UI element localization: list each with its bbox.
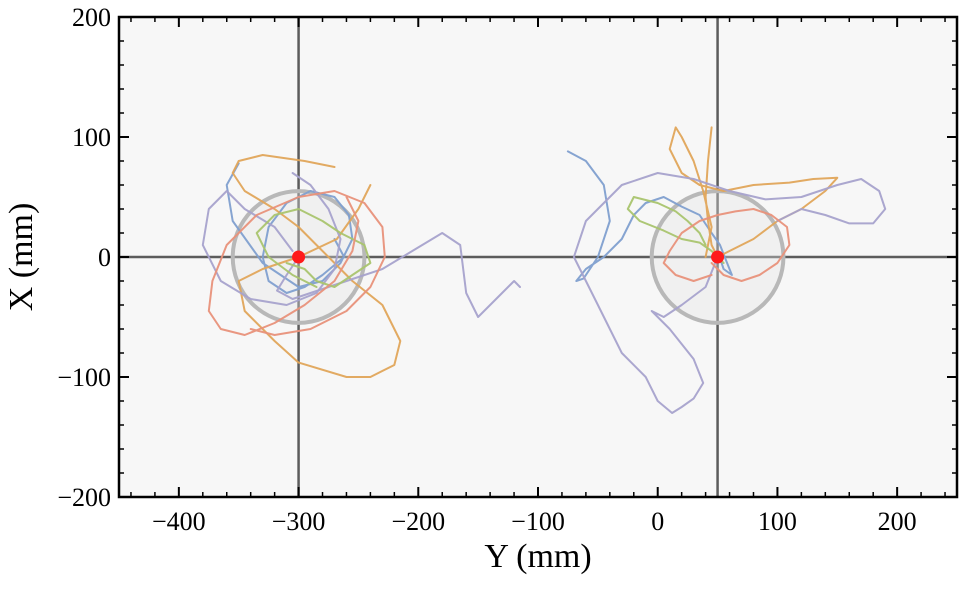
trajectory-purple xyxy=(201,172,342,306)
target-left-center-dot xyxy=(292,250,306,264)
trajectory-orange xyxy=(668,126,839,258)
trajectory-green xyxy=(255,208,372,288)
trajectory-purple xyxy=(276,232,521,318)
y-tick-label: 100 xyxy=(72,123,111,152)
trajectory-orange xyxy=(231,154,402,378)
y-axis-label: X (mm) xyxy=(3,203,40,312)
x-tick-label: 200 xyxy=(878,507,917,536)
y-tick-label: 0 xyxy=(98,243,111,272)
trajectory-red xyxy=(207,190,386,336)
y-tick-label: −200 xyxy=(57,483,111,512)
trajectory-green xyxy=(626,196,725,264)
x-tick-label: 100 xyxy=(758,507,797,536)
x-tick-label: −300 xyxy=(272,507,326,536)
x-tick-label: −200 xyxy=(391,507,445,536)
y-tick-label: 200 xyxy=(72,3,111,32)
target-right-center-dot xyxy=(711,250,725,264)
x-axis-label: Y (mm) xyxy=(484,538,591,575)
x-tick-label: −400 xyxy=(152,507,206,536)
trajectory-red xyxy=(662,208,791,282)
x-tick-label: 0 xyxy=(651,507,664,536)
trajectory-purple xyxy=(572,172,887,414)
x-tick-label: −100 xyxy=(511,507,565,536)
y-tick-label: −100 xyxy=(57,363,111,392)
